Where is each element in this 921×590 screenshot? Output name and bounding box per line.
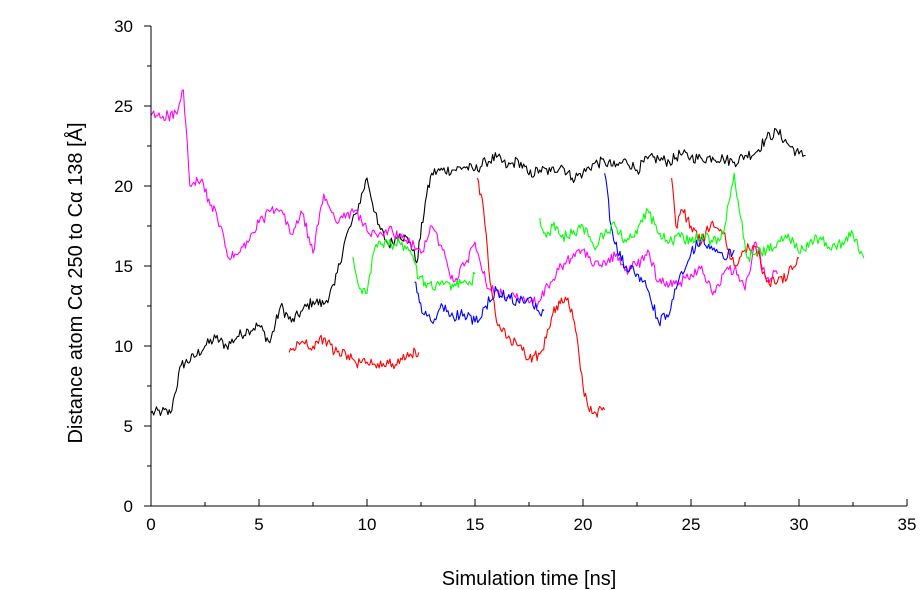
- x-tick-label: 35: [898, 515, 917, 534]
- y-axis-label: Distance atom Cα 250 to Cα 138 [Å]: [64, 122, 87, 443]
- series-line-1: [150, 89, 778, 308]
- series-line-3: [476, 177, 606, 418]
- y-tick-label: 20: [114, 177, 133, 196]
- series-line-0: [150, 127, 806, 417]
- y-tick-label: 30: [114, 17, 133, 36]
- y-tick-label: 25: [114, 97, 133, 116]
- x-tick-label: 15: [466, 515, 485, 534]
- series-line-7: [351, 237, 476, 295]
- series-line-5: [414, 281, 545, 325]
- series-line-8: [539, 172, 865, 263]
- series-line-4: [671, 177, 800, 288]
- x-tick-label: 10: [358, 515, 377, 534]
- y-tick-label: 10: [114, 337, 133, 356]
- y-axis: 0 5 10 15 20 25 30 Distance atom Cα 250 to Cα …: [64, 17, 152, 516]
- y-tick-label: 5: [124, 417, 133, 436]
- x-axis-label: Simulation time [ns]: [442, 568, 617, 590]
- x-tick-label: 0: [146, 515, 155, 534]
- x-axis: 0 5 10 15 20 25 30 35 Simulation time [ns]: [146, 499, 916, 590]
- x-tick-label: 25: [682, 515, 701, 534]
- plot-series: [150, 89, 865, 418]
- y-tick-label: 0: [124, 497, 133, 516]
- series-line-6: [604, 173, 735, 327]
- x-tick-label: 30: [790, 515, 809, 534]
- x-tick-label: 5: [254, 515, 263, 534]
- x-tick-label: 20: [574, 515, 593, 534]
- series-line-2: [288, 334, 420, 370]
- y-tick-label: 15: [114, 257, 133, 276]
